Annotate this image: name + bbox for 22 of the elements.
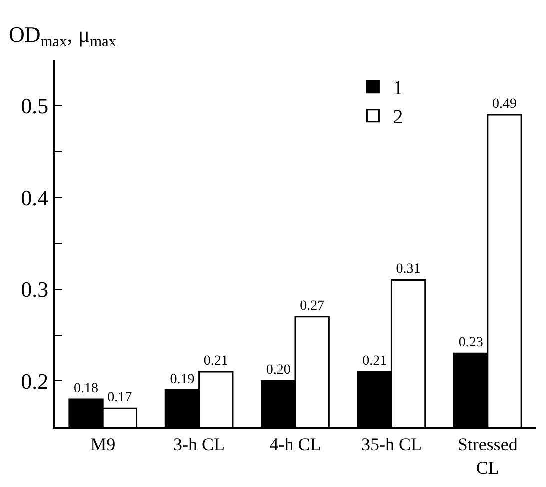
legend-label: 2: [393, 106, 404, 129]
x-tick-label: 3-h CL: [174, 434, 226, 455]
data-label: 0.18: [74, 381, 99, 396]
data-label: 0.17: [108, 390, 132, 406]
x-tick-label: 35-h CL: [361, 434, 422, 455]
y-tick-label: 0.3: [21, 277, 49, 302]
x-tick-label: 4-h CL: [270, 434, 322, 455]
y-tick-label: 0.4: [21, 185, 49, 210]
data-label: 0.31: [396, 262, 421, 278]
data-label: 0.27: [300, 298, 325, 314]
legend-label: 1: [393, 78, 404, 100]
data-label: 0.20: [266, 363, 291, 378]
y-tick-label: 0.2: [21, 368, 49, 394]
x-tick-label: M9: [90, 434, 116, 455]
data-label: 0.21: [362, 354, 388, 369]
y-tick-label: 0.5: [21, 94, 49, 119]
data-label: 0.23: [458, 336, 484, 351]
y-axis-title: OD$_{max}$, μ$_{max}$: [9, 22, 117, 51]
data-label: 0.49: [492, 97, 517, 112]
data-label: 0.21: [204, 354, 228, 369]
x-tick-label: Stressed CL: [458, 434, 518, 478]
data-label: 0.19: [170, 372, 195, 388]
